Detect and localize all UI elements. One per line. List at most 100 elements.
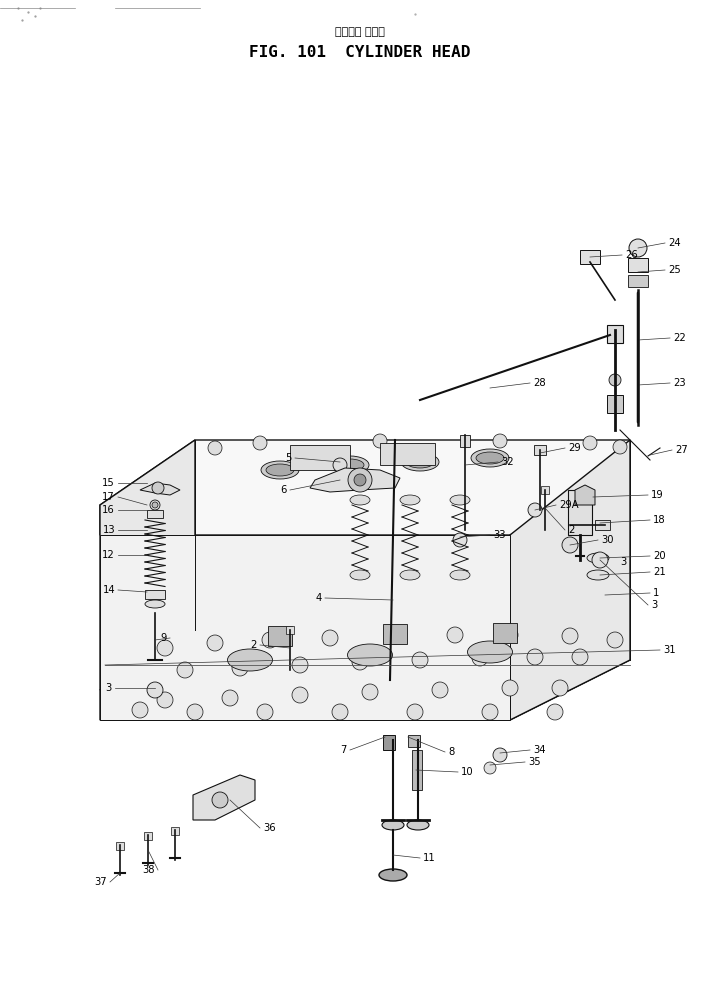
Polygon shape	[100, 440, 195, 690]
Circle shape	[232, 660, 248, 676]
Text: 11: 11	[423, 853, 436, 863]
Bar	[534, 445, 546, 455]
Ellipse shape	[450, 570, 470, 580]
Text: 29: 29	[568, 443, 581, 453]
Bar	[541, 486, 549, 494]
Text: 16: 16	[102, 505, 115, 515]
Text: 9: 9	[161, 633, 167, 643]
Bar	[607, 395, 623, 413]
Circle shape	[528, 503, 542, 517]
Circle shape	[584, 251, 596, 263]
Ellipse shape	[228, 649, 272, 671]
Circle shape	[629, 239, 647, 257]
Circle shape	[373, 434, 387, 448]
Bar	[628, 258, 648, 272]
Text: 20: 20	[653, 551, 665, 561]
Bar	[568, 490, 592, 535]
Circle shape	[447, 627, 463, 643]
Ellipse shape	[450, 495, 470, 505]
Circle shape	[152, 482, 164, 494]
Text: 14: 14	[102, 585, 115, 595]
Text: 1: 1	[653, 588, 660, 598]
Circle shape	[257, 704, 273, 720]
Ellipse shape	[587, 553, 609, 563]
Polygon shape	[510, 440, 630, 720]
Text: 15: 15	[102, 478, 115, 488]
Bar	[116, 842, 124, 850]
Polygon shape	[310, 468, 400, 492]
Bar	[268, 626, 292, 646]
Text: 30: 30	[601, 535, 613, 545]
Ellipse shape	[471, 449, 509, 467]
Circle shape	[207, 635, 223, 651]
Text: 2: 2	[568, 525, 575, 535]
Circle shape	[527, 649, 543, 665]
Bar	[460, 435, 470, 447]
Text: 12: 12	[102, 550, 115, 560]
Bar	[580, 250, 600, 264]
Circle shape	[208, 441, 222, 455]
Circle shape	[152, 502, 158, 508]
Ellipse shape	[587, 570, 609, 580]
Ellipse shape	[406, 456, 434, 468]
Text: 32: 32	[501, 457, 513, 467]
Circle shape	[502, 627, 518, 643]
Circle shape	[583, 436, 597, 450]
Text: 36: 36	[263, 823, 276, 833]
Text: 26: 26	[625, 250, 638, 260]
Circle shape	[352, 654, 368, 670]
Circle shape	[547, 704, 563, 720]
Text: FIG. 101  CYLINDER HEAD: FIG. 101 CYLINDER HEAD	[249, 45, 471, 60]
Circle shape	[493, 748, 507, 762]
Circle shape	[292, 657, 308, 673]
Ellipse shape	[350, 570, 370, 580]
Text: 3: 3	[651, 600, 657, 610]
Ellipse shape	[382, 820, 404, 830]
Circle shape	[482, 704, 498, 720]
Circle shape	[132, 702, 148, 718]
Circle shape	[609, 374, 621, 386]
Ellipse shape	[266, 464, 294, 476]
Circle shape	[362, 684, 378, 700]
Ellipse shape	[145, 600, 165, 608]
Text: 17: 17	[102, 492, 115, 502]
Text: 3: 3	[620, 557, 626, 567]
Text: 7: 7	[341, 745, 347, 755]
Text: 18: 18	[653, 515, 665, 525]
Circle shape	[432, 682, 448, 698]
Circle shape	[333, 458, 347, 472]
Circle shape	[502, 680, 518, 696]
Polygon shape	[100, 630, 630, 720]
Circle shape	[253, 436, 267, 450]
Ellipse shape	[401, 453, 439, 471]
Circle shape	[262, 632, 278, 648]
Text: 23: 23	[673, 378, 685, 388]
Ellipse shape	[350, 495, 370, 505]
Bar	[628, 275, 648, 287]
Ellipse shape	[400, 570, 420, 580]
Bar	[290, 445, 350, 470]
Bar	[493, 623, 517, 643]
Text: 27: 27	[675, 445, 688, 455]
Circle shape	[354, 474, 366, 486]
Text: 8: 8	[448, 747, 454, 757]
Bar	[607, 325, 623, 343]
Text: 19: 19	[651, 490, 664, 500]
Text: 33: 33	[493, 530, 505, 540]
Circle shape	[157, 692, 173, 708]
Text: 2: 2	[251, 640, 257, 650]
Circle shape	[332, 704, 348, 720]
Circle shape	[187, 704, 203, 720]
Ellipse shape	[331, 456, 369, 474]
Ellipse shape	[261, 461, 299, 479]
Text: 3: 3	[106, 683, 112, 693]
Circle shape	[493, 434, 507, 448]
Ellipse shape	[476, 452, 504, 464]
Circle shape	[222, 690, 238, 706]
Circle shape	[412, 652, 428, 668]
Circle shape	[322, 630, 338, 646]
Circle shape	[607, 632, 623, 648]
Polygon shape	[193, 775, 255, 820]
Bar	[595, 520, 610, 530]
Ellipse shape	[379, 869, 407, 881]
